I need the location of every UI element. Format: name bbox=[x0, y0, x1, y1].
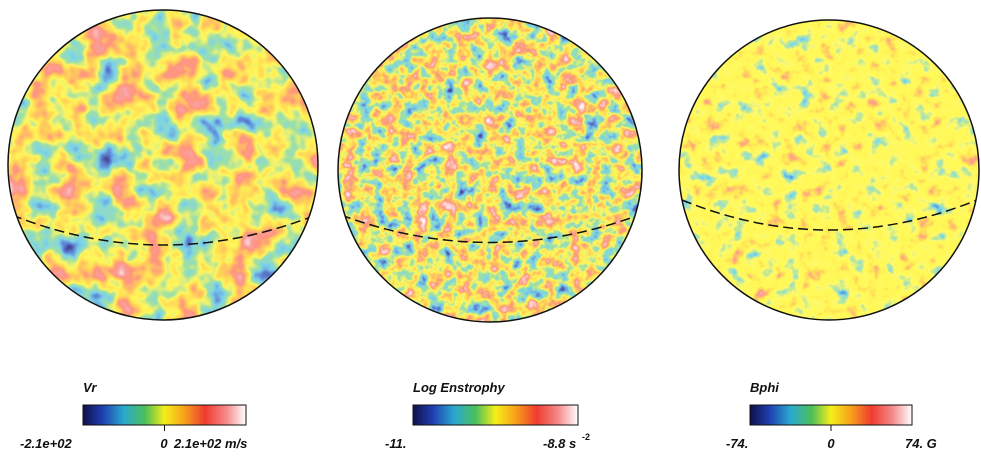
colorbar-title: Bphi bbox=[750, 380, 779, 395]
colorbar-title: Log Enstrophy bbox=[413, 380, 505, 395]
max-exponent: -2 bbox=[582, 432, 590, 442]
zero-label: 0 bbox=[827, 436, 835, 451]
colorbar-title: Vr bbox=[83, 380, 97, 395]
colorbar-bphi: Bphi -74. 0 74. G bbox=[726, 380, 937, 451]
figure: Vr -2.1e+02 0 2.1e+02 m/s Log Enstrophy … bbox=[0, 0, 981, 457]
max-label: -8.8 s bbox=[543, 436, 576, 451]
max-label: 74. G bbox=[905, 436, 937, 451]
min-label: -2.1e+02 bbox=[20, 436, 72, 451]
min-label: -11. bbox=[385, 436, 406, 451]
sphere-vr bbox=[8, 10, 318, 320]
zero-label: 0 bbox=[160, 436, 168, 451]
sphere-bphi bbox=[679, 20, 979, 320]
sphere-enstrophy bbox=[338, 18, 642, 322]
max-label: 2.1e+02 m/s bbox=[173, 436, 247, 451]
colorbar-vr: Vr -2.1e+02 0 2.1e+02 m/s bbox=[20, 380, 247, 451]
min-label: -74. bbox=[726, 436, 748, 451]
colorbar-enstrophy: Log Enstrophy -11. -8.8 s -2 bbox=[385, 380, 590, 451]
